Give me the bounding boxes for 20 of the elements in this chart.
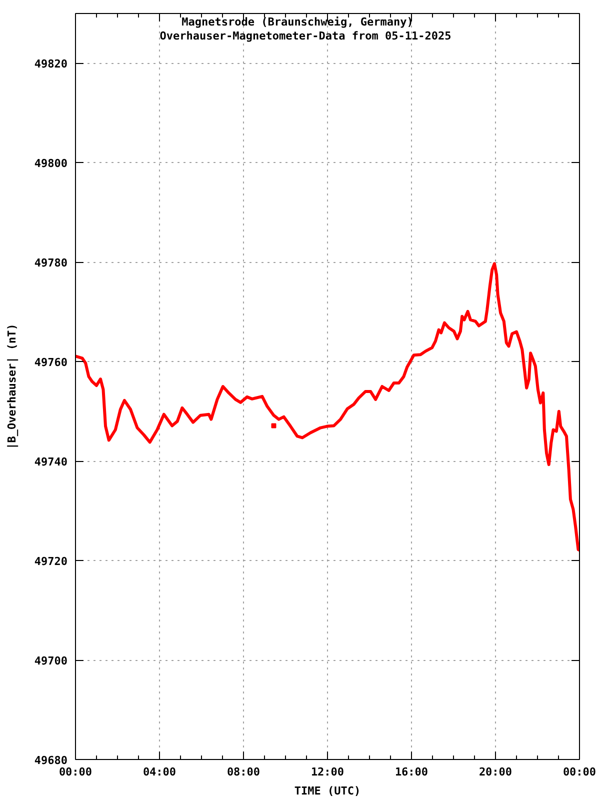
y-tick-label: 49720 xyxy=(34,555,68,568)
y-tick-label: 49700 xyxy=(34,654,68,668)
y-tick-label: 49820 xyxy=(34,58,68,71)
x-tick-label: 04:00 xyxy=(142,766,176,778)
text: Overhauser-Magnetometer-Data from 05-11-2025 xyxy=(160,30,452,42)
x-tick-label: 16:00 xyxy=(394,766,428,778)
y-tick-label: 49740 xyxy=(34,456,68,469)
x-tick-label: 00:00 xyxy=(562,766,596,778)
y-tick-label: 49680 xyxy=(34,754,68,767)
x-axis-title: TIME (UTC) xyxy=(294,784,361,798)
x-tick-label: 20:00 xyxy=(478,766,512,778)
y-tick-label: 49760 xyxy=(34,356,68,370)
chart-title: Magnetsrode (Braunschweig, Germany) xyxy=(182,16,414,28)
x-tick-label: 00:00 xyxy=(58,766,92,778)
line-series xyxy=(76,262,580,552)
x-tick-label: 08:00 xyxy=(226,766,260,778)
y-axis-title: |B_Overhauser| (nT) xyxy=(5,324,18,450)
y-tick-label: 49780 xyxy=(34,256,68,270)
x-tick-label: 12:00 xyxy=(310,766,344,778)
y-tick-label: 49800 xyxy=(34,157,68,170)
